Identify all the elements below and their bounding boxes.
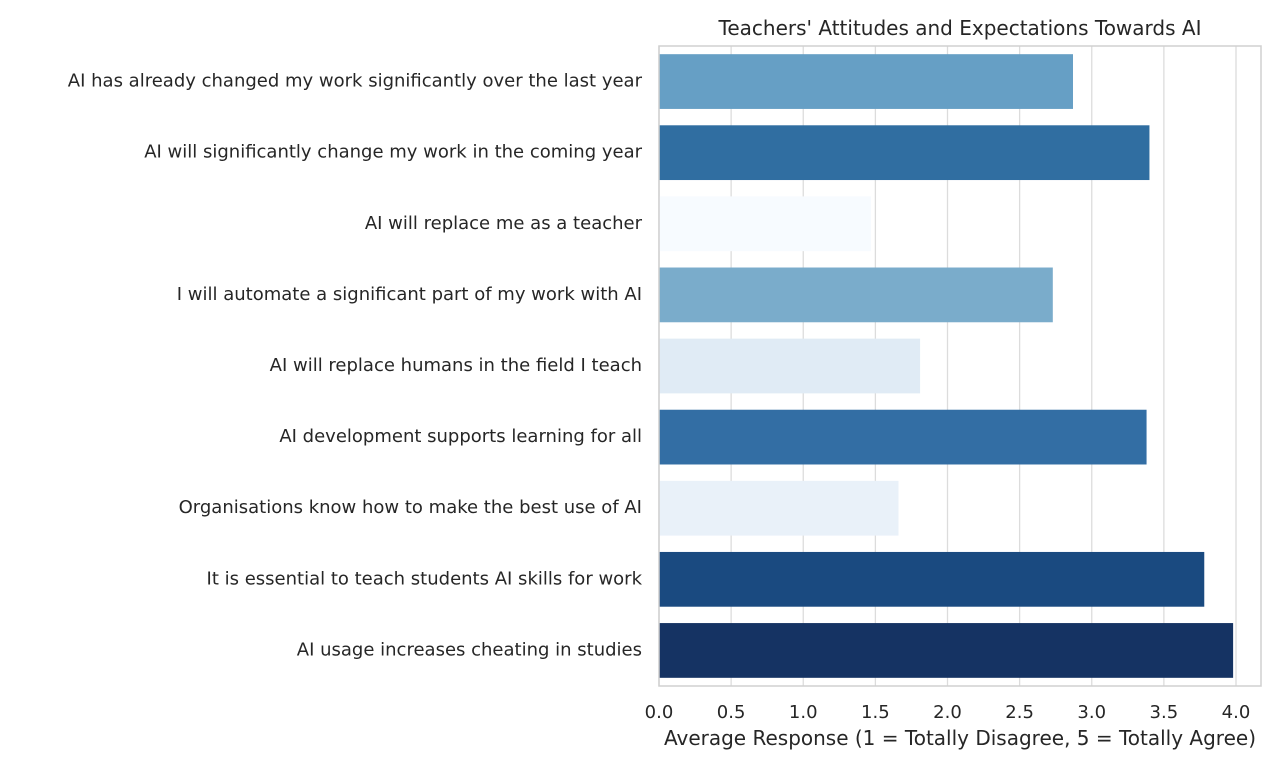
category-label: AI has already changed my work significa… [68, 71, 643, 92]
category-label: I will automate a significant part of my… [177, 284, 642, 305]
bar [659, 409, 1147, 465]
x-tick-label: 2.5 [1005, 702, 1034, 723]
x-axis-label: Average Response (1 = Totally Disagree, … [664, 726, 1256, 750]
plot-frame [658, 45, 1262, 687]
bar [659, 196, 872, 252]
bar [659, 54, 1073, 109]
bar [659, 480, 899, 536]
x-tick-label: 1.5 [861, 702, 890, 723]
bars [659, 54, 1234, 678]
category-label: AI usage increases cheating in studies [297, 639, 642, 660]
x-tick-label: 1.0 [789, 702, 818, 723]
bar [659, 125, 1150, 181]
bar [659, 338, 921, 394]
x-tick-label: 0.0 [645, 702, 674, 723]
category-label: AI will replace humans in the field I te… [270, 355, 642, 376]
category-label: Organisations know how to make the best … [179, 497, 642, 518]
category-label: AI will replace me as a teacher [365, 213, 643, 234]
category-label: AI will significantly change my work in … [144, 142, 642, 163]
x-tick-label: 2.0 [933, 702, 962, 723]
bar [659, 267, 1053, 323]
category-label: It is essential to teach students AI ski… [207, 568, 643, 589]
bar [659, 551, 1205, 607]
chart-title: Teachers' Attitudes and Expectations Tow… [718, 16, 1202, 40]
x-tick-label: 0.5 [717, 702, 746, 723]
x-tick-label: 3.0 [1077, 702, 1106, 723]
x-tick-label: 4.0 [1222, 702, 1251, 723]
bar [659, 623, 1234, 678]
category-label: AI development supports learning for all [279, 426, 642, 447]
x-tick-labels: 0.0 0.5 1.0 1.5 2.0 2.5 3.0 3.5 4.0 [645, 702, 1251, 723]
category-labels: AI has already changed my work significa… [68, 71, 643, 661]
x-tick-label: 3.5 [1150, 702, 1179, 723]
